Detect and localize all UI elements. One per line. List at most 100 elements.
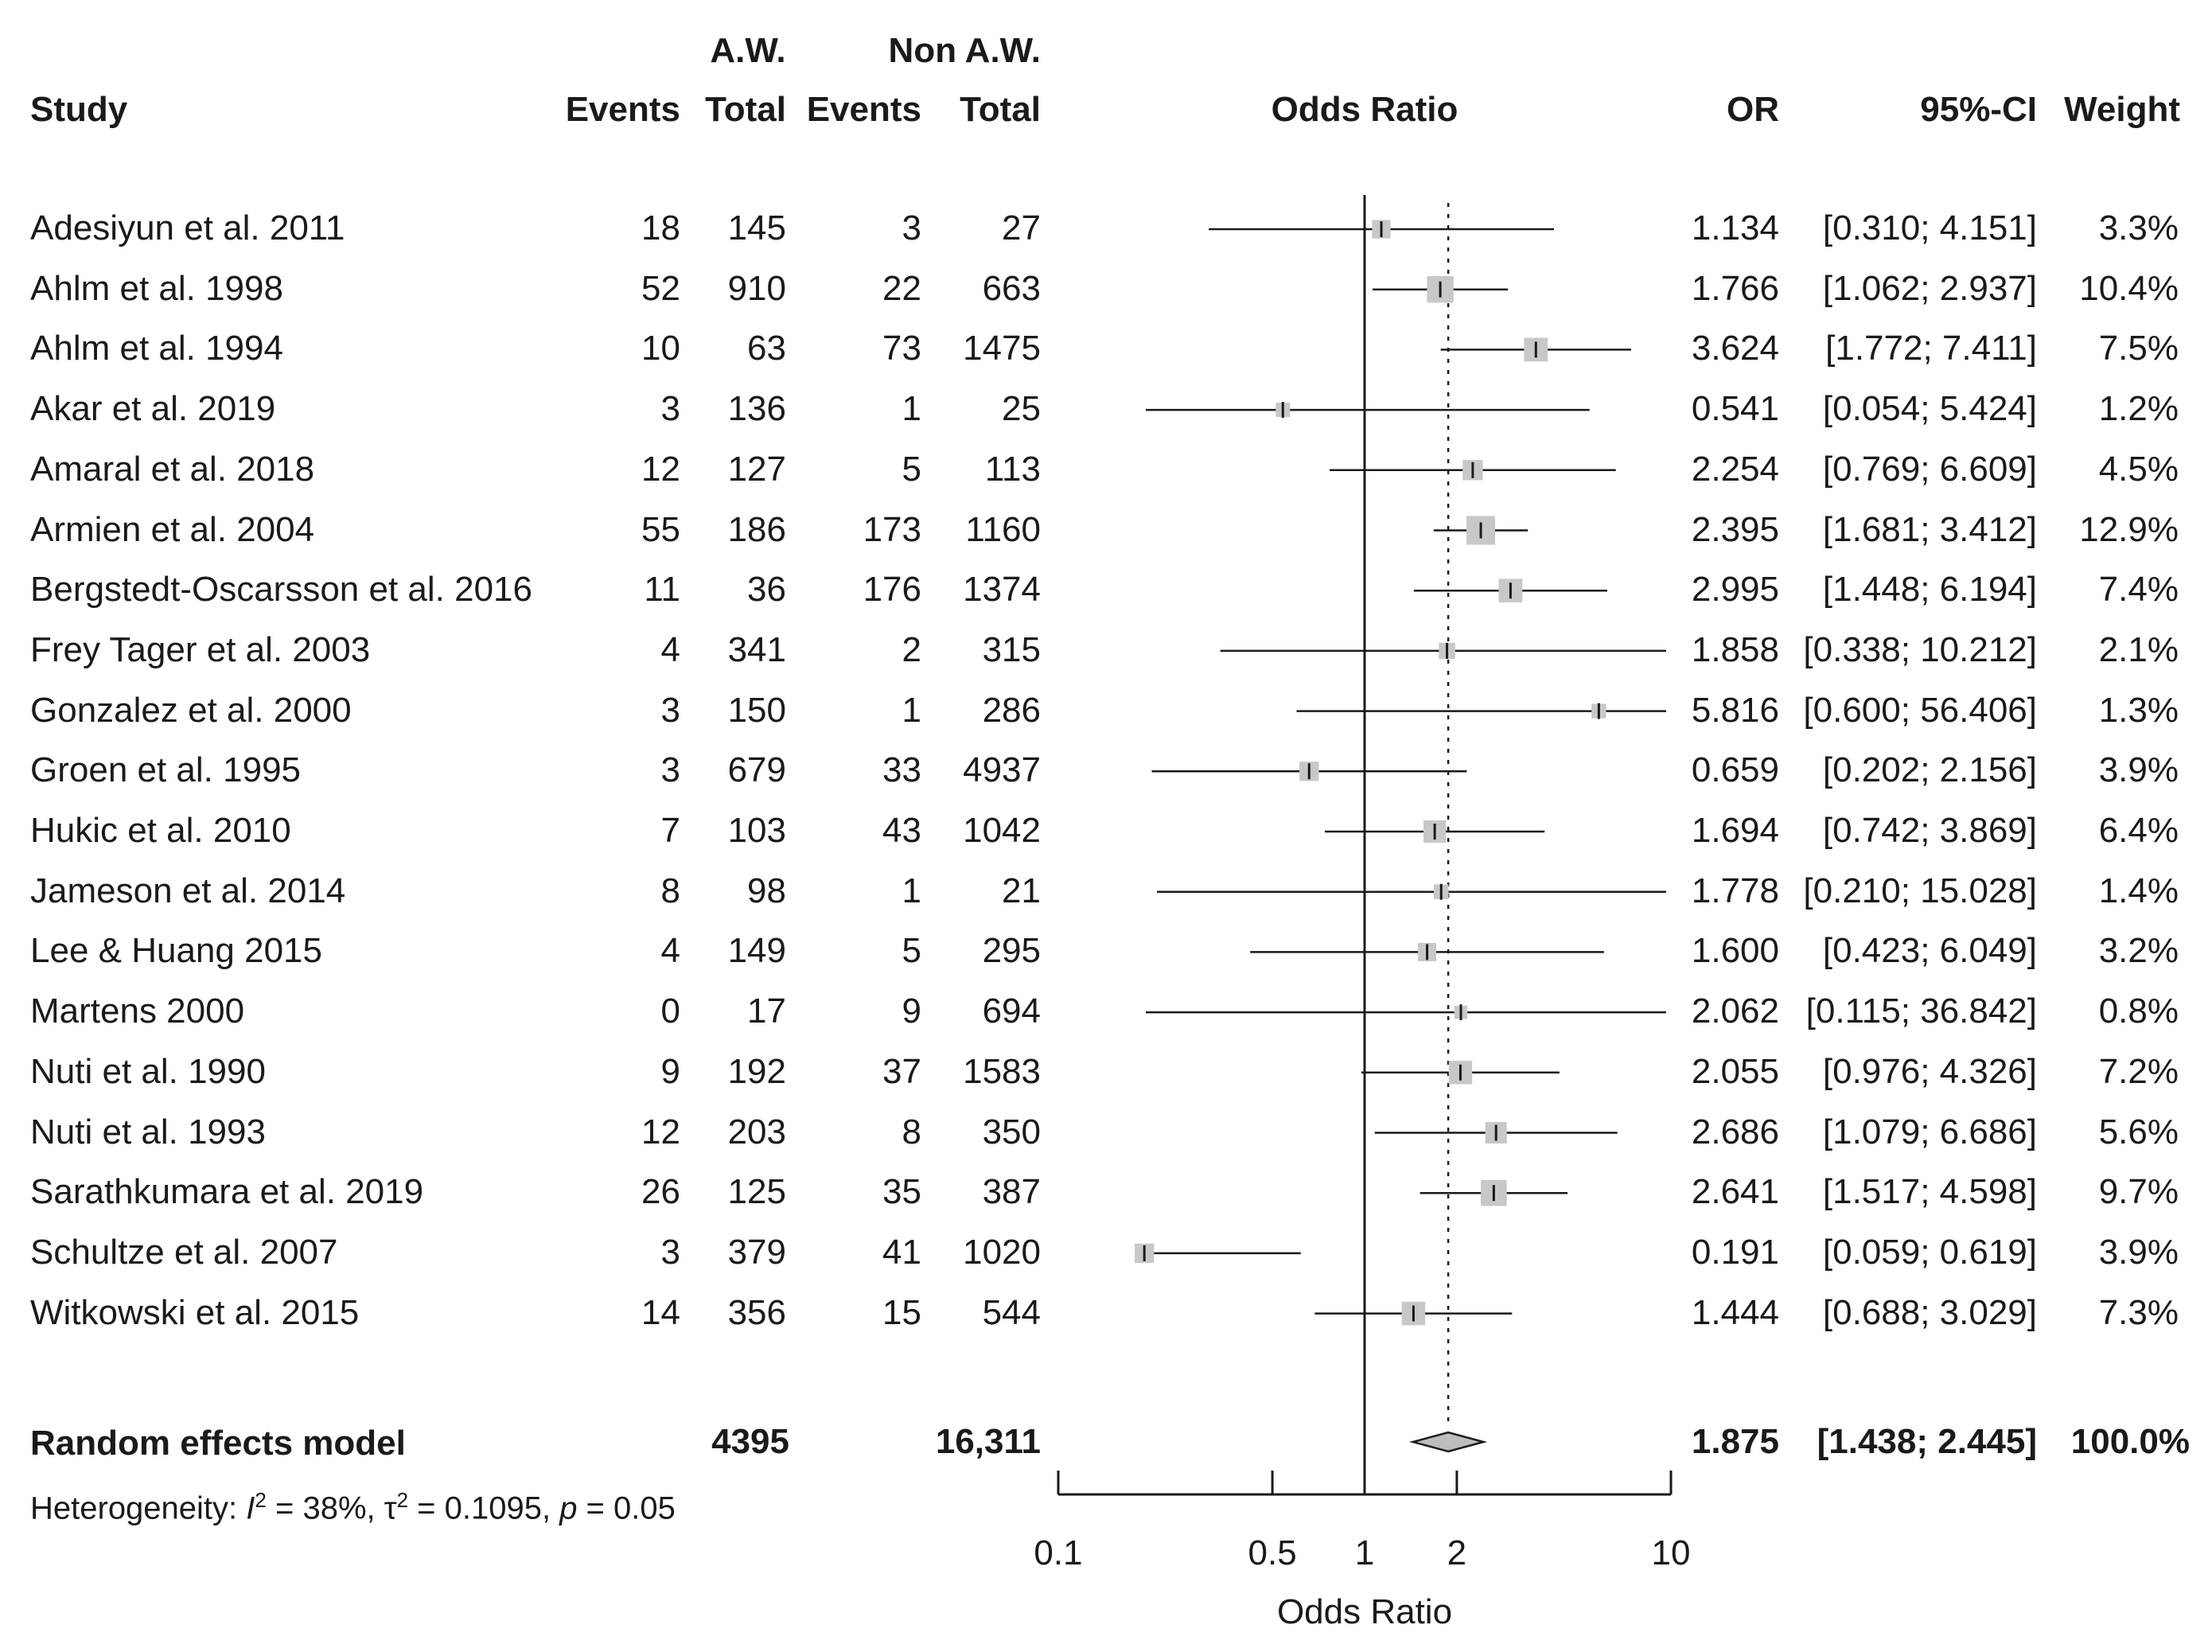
nonaw-total: 1374 <box>963 570 1041 610</box>
aw-events: 55 <box>641 509 680 549</box>
x-tick-label: 2 <box>1447 1533 1466 1572</box>
study-name: Amaral et al. 2018 <box>30 449 315 489</box>
aw-total: 17 <box>747 992 786 1031</box>
aw-events: 12 <box>641 1112 680 1151</box>
nonaw-total: 663 <box>982 268 1041 308</box>
study-name: Groen et al. 1995 <box>30 750 302 790</box>
ci-value: [0.742; 3.869] <box>1822 811 2037 850</box>
nonaw-events: 1 <box>902 690 921 730</box>
nonaw-total: 1475 <box>963 329 1041 368</box>
or-value: 1.766 <box>1691 268 1779 308</box>
ci-value: [0.202; 2.156] <box>1822 750 2037 790</box>
aw-events: 10 <box>641 329 680 368</box>
aw-total: 149 <box>727 931 786 971</box>
or-value: 0.659 <box>1691 750 1779 790</box>
aw-events: 8 <box>660 871 680 910</box>
aw-total: 63 <box>747 329 786 368</box>
nonaw-total: 25 <box>1002 389 1041 429</box>
ci-value: [0.976; 4.326] <box>1822 1051 2037 1091</box>
aw-events: 4 <box>660 931 680 971</box>
x-tick-label: 0.5 <box>1248 1533 1297 1572</box>
weight-value: 5.6% <box>2098 1112 2179 1151</box>
or-value: 2.995 <box>1691 570 1779 610</box>
nonaw-events: 5 <box>902 931 921 971</box>
nonaw-total: 544 <box>982 1292 1041 1332</box>
nonaw-events: 15 <box>882 1292 921 1332</box>
or-value: 2.055 <box>1691 1051 1779 1091</box>
weight-value: 7.2% <box>2098 1051 2179 1091</box>
weight-value: 7.5% <box>2098 329 2179 368</box>
or-value: 1.134 <box>1691 208 1779 247</box>
study-name: Gonzalez et al. 2000 <box>30 690 352 730</box>
ci-value: [0.059; 0.619] <box>1822 1232 2037 1272</box>
weight-value: 3.3% <box>2098 208 2179 247</box>
ci-value: [0.600; 56.406] <box>1803 690 2037 730</box>
summary-total1: 4395 <box>711 1422 789 1461</box>
aw-total: 356 <box>727 1292 786 1332</box>
weight-value: 7.3% <box>2098 1292 2179 1332</box>
study-name: Nuti et al. 1993 <box>30 1112 266 1151</box>
aw-events: 18 <box>641 208 680 247</box>
aw-events: 4 <box>660 629 680 669</box>
study-name: Jameson et al. 2014 <box>30 871 346 910</box>
or-value: 2.641 <box>1691 1172 1779 1212</box>
aw-total: 341 <box>727 629 786 669</box>
x-tick-label: 10 <box>1652 1533 1691 1572</box>
aw-total: 145 <box>727 208 786 247</box>
nonaw-events: 9 <box>902 992 921 1031</box>
nonaw-total: 387 <box>982 1172 1041 1212</box>
nonaw-total: 113 <box>984 449 1041 489</box>
aw-events: 11 <box>644 570 680 610</box>
heterogeneity-text: Heterogeneity: I2 = 38%, τ2 = 0.1095, p … <box>30 1488 676 1526</box>
study-name: Lee & Huang 2015 <box>30 931 322 971</box>
summary-diamond <box>1408 1431 1488 1453</box>
ci-value: [1.448; 6.194] <box>1822 570 2037 610</box>
nonaw-events: 8 <box>902 1112 921 1151</box>
nonaw-total: 1020 <box>963 1232 1041 1272</box>
ci-value: [1.517; 4.598] <box>1822 1172 2037 1212</box>
header-group2: Non A.W. <box>888 31 1041 70</box>
nonaw-total: 1583 <box>963 1051 1041 1091</box>
weight-value: 1.3% <box>2098 690 2179 730</box>
summary-ci: [1.438; 2.445] <box>1817 1422 2037 1461</box>
study-name: Martens 2000 <box>30 992 245 1031</box>
study-name: Ahlm et al. 1994 <box>30 329 283 368</box>
nonaw-total: 315 <box>982 629 1041 669</box>
or-value: 2.062 <box>1691 992 1779 1031</box>
ci-value: [0.688; 3.029] <box>1822 1292 2037 1332</box>
nonaw-events: 176 <box>863 570 921 610</box>
study-name: Schultze et al. 2007 <box>30 1232 338 1272</box>
or-value: 3.624 <box>1691 329 1779 368</box>
nonaw-events: 3 <box>902 208 921 247</box>
nonaw-events: 35 <box>882 1172 921 1212</box>
aw-total: 136 <box>727 389 786 429</box>
nonaw-events: 2 <box>902 629 921 669</box>
nonaw-total: 27 <box>1002 208 1041 247</box>
nonaw-events: 173 <box>863 509 921 549</box>
aw-events: 52 <box>641 268 680 308</box>
nonaw-events: 22 <box>882 268 921 308</box>
weight-value: 2.1% <box>2098 629 2179 669</box>
header-total2: Total <box>960 90 1041 129</box>
header-weight: Weight <box>2064 90 2180 129</box>
nonaw-events: 1 <box>902 389 921 429</box>
or-value: 1.600 <box>1691 931 1779 971</box>
nonaw-events: 33 <box>882 750 921 790</box>
ci-value: [0.054; 5.424] <box>1822 389 2037 429</box>
nonaw-total: 286 <box>982 690 1041 730</box>
header-events2: Events <box>806 90 921 129</box>
weight-value: 0.8% <box>2098 992 2179 1031</box>
ci-value: [0.423; 6.049] <box>1822 931 2037 971</box>
or-value: 5.816 <box>1691 690 1779 730</box>
x-tick-label: 1 <box>1355 1533 1374 1572</box>
weight-value: 6.4% <box>2098 811 2179 850</box>
nonaw-total: 4937 <box>963 750 1041 790</box>
weight-value: 3.9% <box>2098 750 2179 790</box>
x-axis-label: Odds Ratio <box>1277 1592 1452 1631</box>
ci-value: [1.062; 2.937] <box>1822 268 2037 308</box>
header-or: OR <box>1727 90 1779 129</box>
nonaw-total: 350 <box>982 1112 1041 1151</box>
weight-value: 3.9% <box>2098 1232 2179 1272</box>
nonaw-total: 295 <box>982 931 1041 971</box>
